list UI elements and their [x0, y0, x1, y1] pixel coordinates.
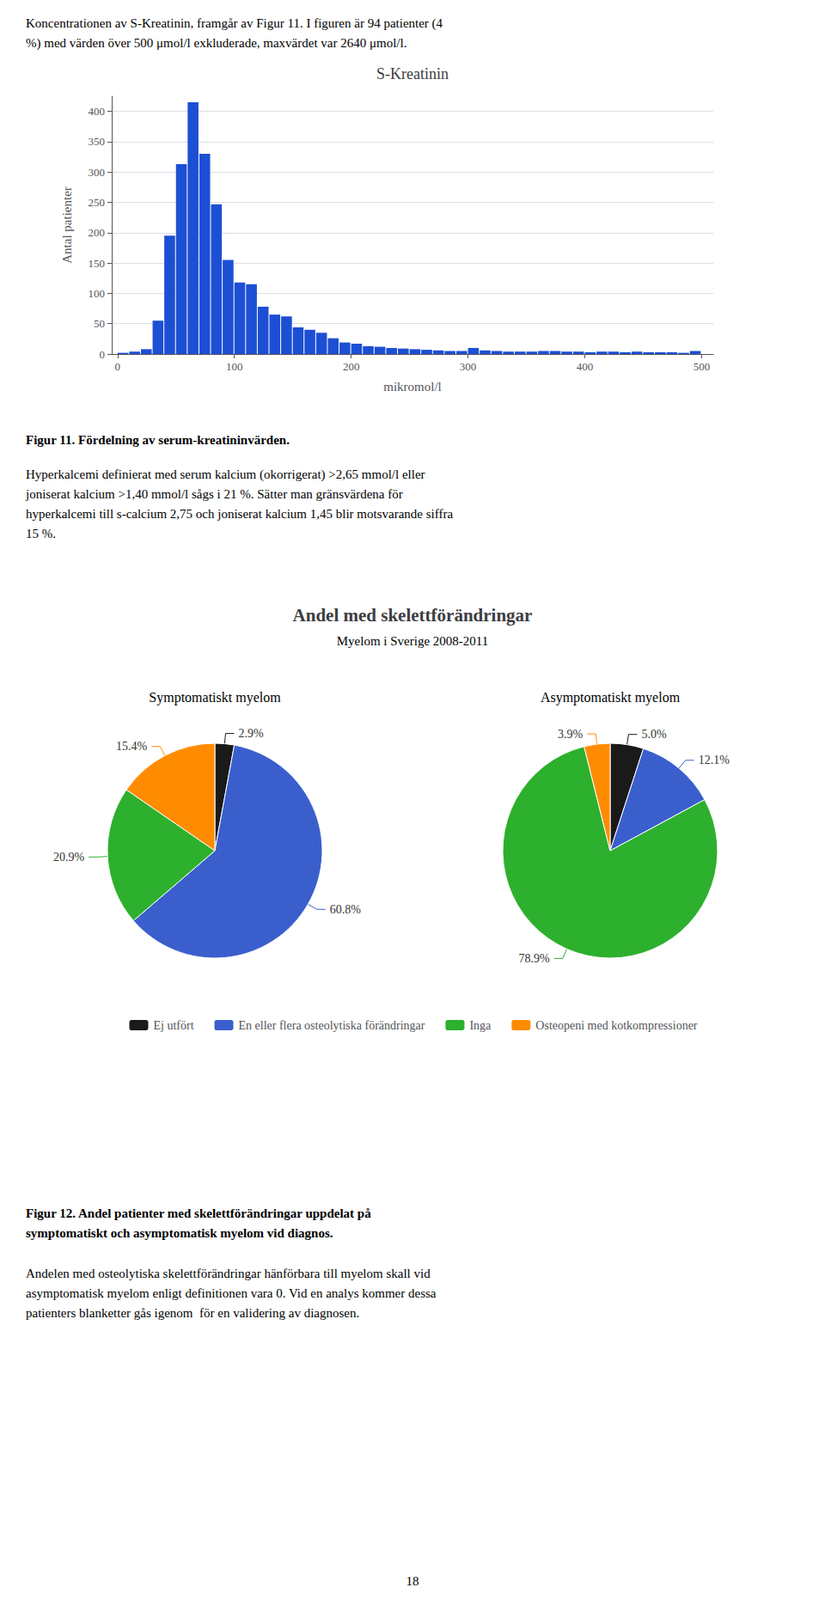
svg-text:400: 400 [88, 104, 106, 118]
svg-text:15 %.: 15 %. [25, 526, 56, 541]
svg-text:60.8%: 60.8% [330, 903, 362, 917]
svg-text:patienters blanketter gås igen: patienters blanketter gås igenom för en … [25, 1306, 360, 1320]
svg-text:50: 50 [93, 317, 105, 330]
svg-text:20.9%: 20.9% [53, 850, 86, 864]
svg-text:3.9%: 3.9% [557, 727, 584, 741]
svg-text:400: 400 [576, 360, 594, 373]
svg-text:300: 300 [459, 360, 477, 373]
svg-text:18: 18 [406, 1574, 420, 1589]
svg-text:symptomatiskt och asymptomatis: symptomatiskt och asymptomatisk myelom v… [25, 1226, 334, 1241]
svg-text:Inga: Inga [469, 1019, 492, 1033]
svg-text:150: 150 [88, 256, 106, 270]
svg-text:200: 200 [342, 360, 361, 373]
svg-text:350: 350 [88, 134, 106, 148]
svg-text:0: 0 [99, 348, 106, 361]
svg-text:Hyperkalcemi definierat med se: Hyperkalcemi definierat med serum kalciu… [25, 467, 426, 483]
svg-text:%) med värden över 500 μmol/l: %) med värden över 500 μmol/l exkluderad… [25, 36, 407, 51]
svg-text:Figur 11. Fördelning av serum-: Figur 11. Fördelning av serum-kreatininv… [25, 433, 290, 447]
svg-text:100: 100 [88, 287, 106, 300]
svg-text:Koncentrationen av S-Kreatinin: Koncentrationen av S-Kreatinin, framgår … [25, 16, 444, 31]
svg-text:Andelen med osteolytiska skele: Andelen med osteolytiska skelettförändri… [25, 1266, 431, 1281]
svg-text:300: 300 [88, 165, 106, 179]
svg-text:Antal patienter: Antal patienter [60, 186, 74, 264]
svg-text:Osteopeni med kotkompressioner: Osteopeni med kotkompressioner [535, 1019, 698, 1033]
svg-text:15.4%: 15.4% [116, 739, 148, 753]
svg-text:Andel med skelettförändringar: Andel med skelettförändringar [293, 605, 533, 626]
svg-text:S-Kreatinin: S-Kreatinin [376, 65, 449, 83]
svg-text:5.0%: 5.0% [641, 727, 667, 741]
svg-text:0: 0 [115, 360, 122, 373]
svg-text:hyperkalcemi till s-calcium 2,: hyperkalcemi till s-calcium 2,75 och jon… [25, 507, 453, 521]
svg-text:100: 100 [226, 360, 244, 373]
svg-text:joniserat kalcium >1,40 mmol/l: joniserat kalcium >1,40 mmol/l sågs i 21… [24, 487, 404, 502]
svg-text:asymptomatisk myelom enligt de: asymptomatisk myelom enligt definitionen… [25, 1286, 437, 1301]
svg-text:En eller flera osteolytiska fö: En eller flera osteolytiska förändringar [238, 1019, 426, 1033]
svg-text:Myelom i Sverige 2008-2011: Myelom i Sverige 2008-2011 [336, 634, 489, 648]
svg-text:Asymptomatiskt myelom: Asymptomatiskt myelom [540, 690, 681, 706]
svg-text:250: 250 [88, 195, 106, 209]
svg-text:12.1%: 12.1% [698, 753, 731, 767]
svg-text:Figur 12. Andel patienter med: Figur 12. Andel patienter med skelettför… [25, 1206, 372, 1221]
svg-text:200: 200 [88, 226, 106, 239]
svg-text:500: 500 [693, 360, 711, 373]
svg-text:78.9%: 78.9% [519, 952, 551, 966]
svg-text:mikromol/l: mikromol/l [383, 379, 442, 394]
svg-text:Symptomatiskt myelom: Symptomatiskt myelom [148, 690, 282, 706]
svg-text:2.9%: 2.9% [238, 727, 264, 740]
svg-text:Ej utfört: Ej utfört [152, 1019, 194, 1033]
